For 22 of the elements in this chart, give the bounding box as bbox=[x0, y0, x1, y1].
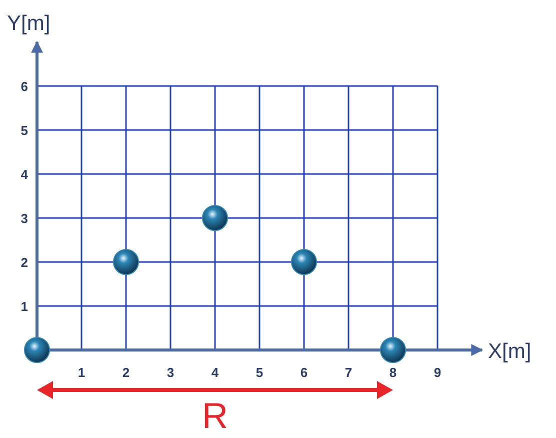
x-tick-label: 5 bbox=[256, 365, 264, 380]
point bbox=[202, 205, 228, 231]
point bbox=[113, 249, 139, 275]
x-tick-label: 2 bbox=[122, 365, 130, 380]
y-tick-label: 5 bbox=[20, 123, 28, 138]
x-tick-label: 8 bbox=[389, 365, 397, 380]
x-tick-label: 3 bbox=[166, 365, 174, 380]
y-axis-title: Y[m] bbox=[7, 12, 50, 35]
text: R bbox=[202, 395, 228, 436]
y-tick-label: 1 bbox=[20, 299, 28, 314]
x-axis-title: X[m] bbox=[488, 340, 532, 363]
point bbox=[291, 249, 317, 275]
x-tick-label: 7 bbox=[344, 365, 352, 380]
x-tick-label: 4 bbox=[211, 365, 220, 380]
point bbox=[24, 337, 50, 363]
x-tick-label: 9 bbox=[434, 365, 442, 380]
x-tick-label: 6 bbox=[300, 365, 308, 380]
y-tick-label: 6 bbox=[20, 79, 28, 94]
y-tick-label: 3 bbox=[20, 211, 28, 226]
y-tick-label: 2 bbox=[20, 255, 28, 270]
y-tick-label: 4 bbox=[20, 167, 29, 182]
x-tick-label: 1 bbox=[78, 365, 86, 380]
